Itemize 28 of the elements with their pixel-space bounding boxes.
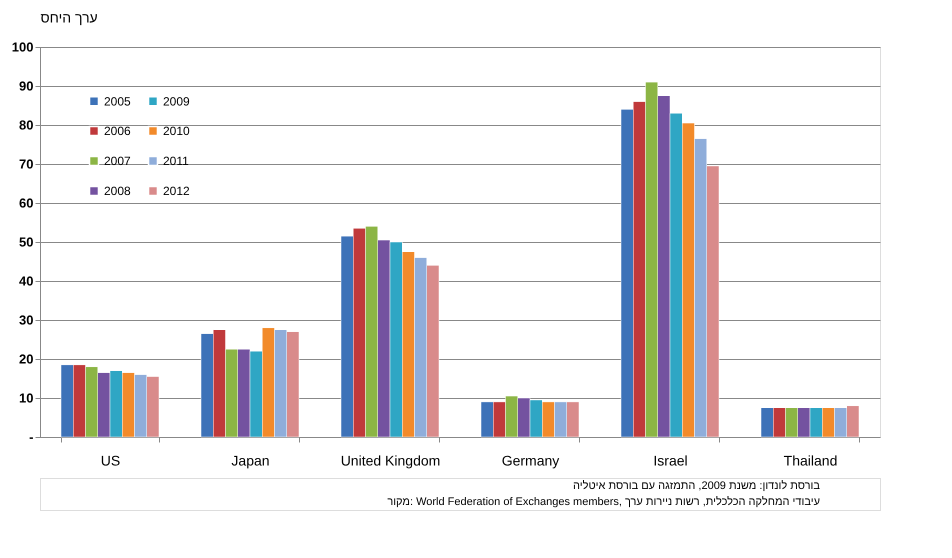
legend-label: 2007 — [104, 154, 132, 168]
legend-label: 2008 — [104, 184, 132, 198]
y-tick-label: 20 — [19, 352, 34, 366]
x-tick-label: Thailand — [784, 452, 838, 468]
y-tick-label: - — [29, 430, 34, 444]
y-tick-label: 10 — [19, 390, 34, 406]
legend-label: 2011 — [163, 154, 190, 168]
legend-label: 2005 — [104, 94, 132, 108]
y-tick-label: 60 — [19, 196, 34, 210]
x-tick-label: United Kingdom — [340, 452, 440, 468]
y-tick-label: 50 — [19, 234, 34, 250]
y-axis-title: ערך היחס — [40, 10, 98, 26]
legend-label: 2010 — [163, 124, 190, 138]
y-tick-label: 40 — [19, 274, 34, 288]
x-tick-label: US — [100, 452, 120, 468]
legend-label: 2009 — [163, 94, 190, 108]
text: בורסת לונדון: משנת 2009, התמזגה עם בורסת איטליה — [573, 480, 820, 492]
legend-label: 2006 — [104, 124, 132, 138]
legend-label: 2012 — [163, 184, 190, 198]
x-tick-label: Japan — [231, 452, 270, 468]
y-tick-label: 30 — [19, 312, 34, 328]
y-tick-label: 80 — [19, 118, 34, 132]
x-tick-label: Germany — [502, 452, 560, 468]
text: מקור: World Federation of Exchanges members, עיבודי המחלקה הכלכלית, רשות ניירות ערך — [387, 496, 820, 508]
y-tick-label: 70 — [19, 156, 34, 172]
x-tick-label: Israel — [653, 452, 688, 468]
y-tick-label: 90 — [19, 78, 34, 94]
y-tick-label: 100 — [12, 40, 34, 54]
